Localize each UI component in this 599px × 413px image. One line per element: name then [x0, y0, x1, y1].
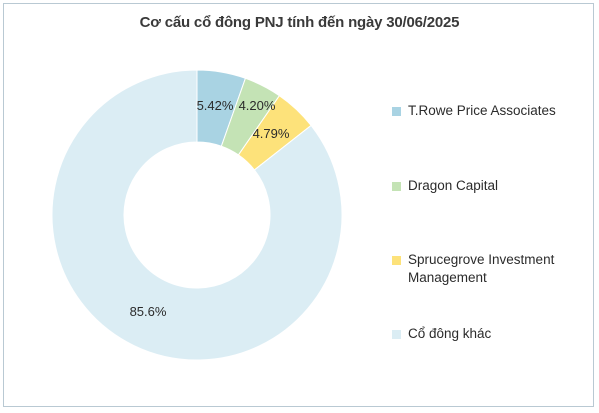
data-label-sprucegrove: 4.79% [253, 126, 290, 141]
legend-swatch-trowe [392, 107, 401, 116]
chart-title: Cơ cấu cổ đông PNJ tính đến ngày 30/06/2… [139, 14, 460, 31]
legend-label-sprucegrove: Sprucegrove Investment Management [408, 252, 555, 285]
data-label-dragon: 4.20% [239, 98, 276, 113]
legend-item-other: Cổ đông khác [392, 325, 573, 343]
legend-item-dragon: Dragon Capital [392, 177, 573, 195]
legend-swatch-other [392, 330, 401, 339]
legend-item-sprucegrove: Sprucegrove Investment Management [392, 251, 573, 287]
legend-label-dragon: Dragon Capital [408, 178, 499, 193]
legend-swatch-dragon [392, 182, 401, 191]
data-label-other: 85.6% [130, 304, 167, 319]
slice-other [51, 69, 343, 361]
legend-swatch-sprucegrove [392, 256, 401, 265]
legend-label-trowe: T.Rowe Price Associates [408, 103, 556, 118]
legend-item-trowe: T.Rowe Price Associates [392, 102, 573, 120]
data-label-trowe: 5.42% [197, 98, 234, 113]
legend-label-other: Cổ đông khác [408, 326, 492, 341]
